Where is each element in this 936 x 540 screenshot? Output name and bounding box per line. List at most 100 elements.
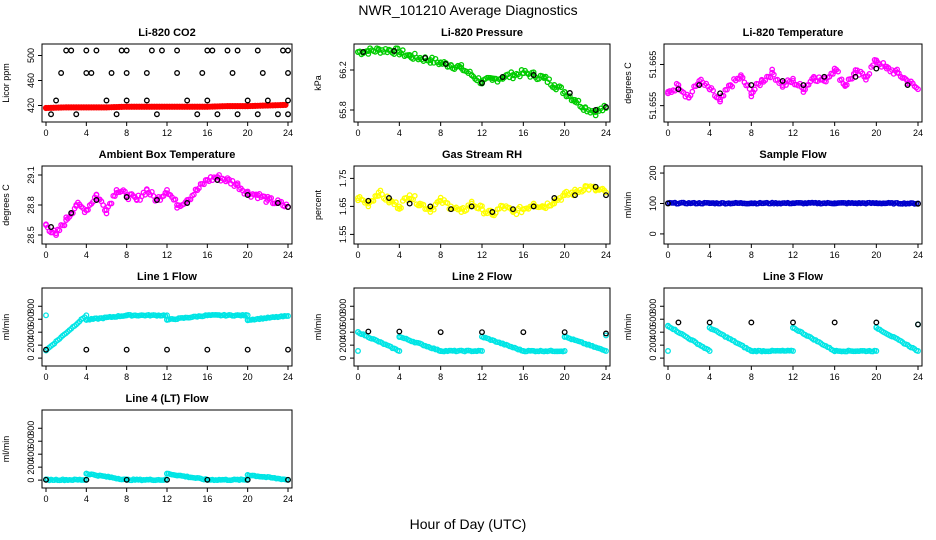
- series-1: [43, 476, 291, 483]
- data-point: [551, 197, 558, 204]
- x-tick-label: 24: [601, 372, 611, 382]
- series-0: [355, 328, 609, 355]
- data-point: [468, 200, 475, 207]
- data-point: [396, 348, 403, 354]
- data-point: [209, 47, 216, 54]
- data-point: [93, 47, 100, 54]
- data-point: [285, 313, 291, 319]
- y-tick-label: 600: [26, 312, 36, 327]
- data-point: [365, 48, 372, 54]
- data-point: [386, 47, 392, 53]
- data-point: [53, 97, 60, 104]
- x-tick-label: 24: [913, 250, 923, 260]
- x-tick-label: 4: [707, 128, 712, 138]
- y-axis-label: degrees C: [1, 184, 11, 226]
- data-point: [254, 111, 261, 118]
- x-tick-label: 20: [871, 372, 881, 382]
- data-point: [510, 209, 516, 215]
- x-tick-label: 4: [707, 372, 712, 382]
- data-point: [83, 346, 90, 353]
- data-point: [427, 57, 434, 63]
- data-point: [285, 476, 291, 483]
- data-point: [68, 47, 75, 54]
- data-point: [769, 66, 776, 73]
- data-point: [264, 97, 271, 104]
- y-tick-label: 800: [338, 299, 348, 314]
- y-tick-label: 51.655: [648, 92, 658, 120]
- y-axis-label: Licor ppm: [1, 63, 11, 103]
- data-point: [103, 210, 110, 217]
- data-point: [603, 104, 609, 110]
- plot-frame: [41, 287, 293, 367]
- data-point: [194, 187, 201, 193]
- panel-7: Line 2 Flow ml/min 0 4 8 12 16 20 24 0 20040060080…: [313, 271, 611, 382]
- y-tick-label: 400: [338, 325, 348, 340]
- data-point: [790, 75, 796, 82]
- data-point: [184, 97, 191, 104]
- y-tick-label: 1.65: [338, 198, 348, 216]
- x-tick-label: 16: [830, 372, 840, 382]
- data-point: [437, 348, 444, 354]
- data-point: [758, 77, 765, 84]
- data-point: [48, 111, 54, 118]
- series-0: [665, 321, 921, 355]
- data-point: [561, 192, 568, 199]
- y-axis-label: ml/min: [313, 314, 323, 341]
- series-0: [42, 101, 289, 112]
- x-tick-label: 12: [162, 494, 172, 504]
- x-tick-label: 4: [84, 128, 89, 138]
- y-tick-label: 0: [648, 356, 658, 361]
- data-point: [204, 312, 211, 319]
- panel-title: Sample Flow: [759, 149, 827, 161]
- data-point: [229, 178, 236, 184]
- x-tick-label: 4: [707, 250, 712, 260]
- data-point: [479, 348, 485, 354]
- data-point: [214, 174, 221, 180]
- data-point: [592, 107, 599, 113]
- data-point: [468, 72, 475, 78]
- panel-title: Line 3 Flow: [763, 271, 823, 283]
- figure-title: NWR_101210 Average Diagnostics: [358, 2, 578, 18]
- x-tick-label: 24: [283, 494, 293, 504]
- data-point: [108, 70, 115, 76]
- x-tick-label: 8: [749, 250, 754, 260]
- data-point: [43, 222, 49, 228]
- data-point: [153, 197, 160, 203]
- data-point: [458, 61, 465, 68]
- data-point: [53, 232, 60, 238]
- data-point: [386, 195, 392, 201]
- x-tick-label: 0: [355, 250, 360, 260]
- data-point: [244, 316, 251, 323]
- data-point: [437, 197, 444, 204]
- data-point: [83, 476, 90, 483]
- data-point: [748, 319, 755, 326]
- data-point: [530, 200, 537, 207]
- x-tick-label: 16: [830, 250, 840, 260]
- data-point: [530, 203, 537, 210]
- data-point: [783, 82, 789, 88]
- data-point: [510, 72, 516, 78]
- data-point: [259, 70, 266, 76]
- data-point: [191, 191, 197, 198]
- data-point: [164, 346, 170, 353]
- x-tick-label: 16: [830, 128, 840, 138]
- data-point: [767, 74, 774, 81]
- data-point: [83, 470, 90, 477]
- data-point: [355, 348, 361, 354]
- data-point: [43, 312, 49, 319]
- data-point: [748, 200, 755, 207]
- data-point: [603, 332, 609, 339]
- x-tick-label: 12: [162, 372, 172, 382]
- x-tick-label: 20: [243, 494, 253, 504]
- data-point: [717, 90, 724, 97]
- data-point: [530, 69, 537, 76]
- series-1: [665, 200, 921, 207]
- x-tick-label: 20: [560, 250, 570, 260]
- data-point: [520, 70, 527, 76]
- data-point: [355, 329, 361, 336]
- data-point: [285, 111, 291, 118]
- data-point: [184, 197, 191, 203]
- data-point: [582, 105, 589, 111]
- data-point: [706, 348, 713, 354]
- y-tick-label: 600: [648, 312, 658, 327]
